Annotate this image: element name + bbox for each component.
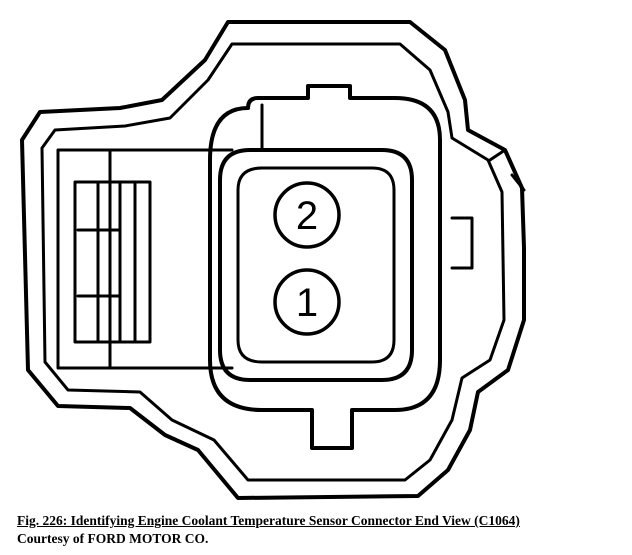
connector-diagram: 2 1 bbox=[20, 20, 526, 500]
housing-inner-outline bbox=[40, 42, 506, 482]
cavity-outer bbox=[218, 148, 414, 382]
pin-2-circle bbox=[273, 181, 341, 249]
figure-caption: Fig. 226: Identifying Engine Coolant Tem… bbox=[17, 513, 520, 528]
pin-1-circle bbox=[273, 268, 341, 336]
pin-2-label: 2 bbox=[296, 194, 318, 238]
right-tab-upper bbox=[488, 148, 526, 192]
housing-outer-outline bbox=[20, 20, 526, 500]
figure-credit: Courtesy of FORD MOTOR CO. bbox=[17, 531, 209, 546]
right-side-lock bbox=[450, 216, 474, 270]
pin-1-label: 1 bbox=[296, 281, 318, 325]
cavity-shroud-outer bbox=[208, 84, 442, 450]
left-latch-body bbox=[73, 180, 152, 344]
cavity-inner bbox=[236, 166, 396, 364]
